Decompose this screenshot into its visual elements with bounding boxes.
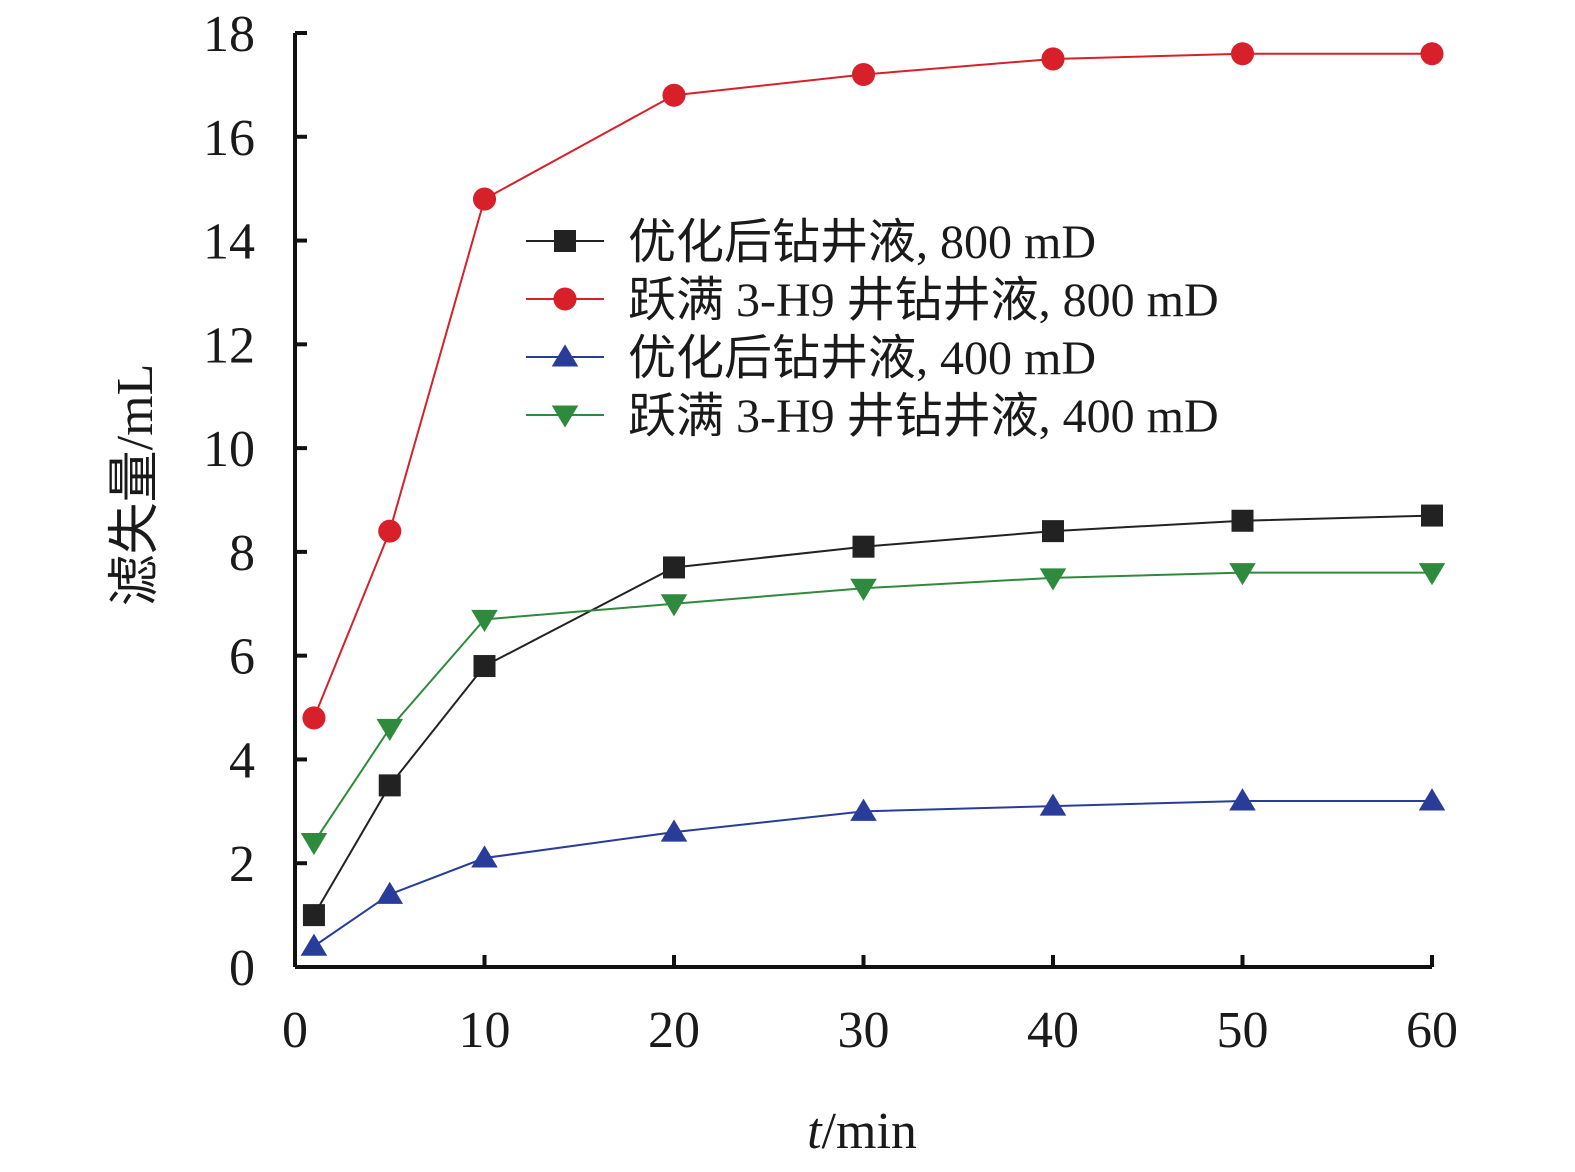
series-line: [313, 799, 1432, 948]
y-tick-label: 8: [229, 525, 255, 582]
data-point: [852, 535, 875, 558]
data-point: [471, 609, 498, 632]
x-tick-label: 20: [648, 1002, 700, 1059]
y-tick-label: 4: [229, 732, 255, 789]
x-axis-label-unit: /min: [822, 1103, 917, 1160]
data-point: [302, 706, 326, 730]
data-point: [660, 819, 688, 842]
y-tick-label: 6: [229, 629, 255, 686]
x-tick-label: 40: [1027, 1002, 1079, 1059]
data-point: [1420, 42, 1444, 66]
y-tick-label: 10: [203, 421, 255, 478]
x-tick-label: 60: [1406, 1002, 1458, 1059]
data-point: [1229, 563, 1256, 586]
legend-marker: [553, 287, 577, 311]
axes: 0 2 4 6 8 10 12 14 16 18 0 10 20 30 40 50 60: [203, 6, 1458, 1059]
data-point: [376, 718, 404, 741]
data-point: [850, 578, 877, 601]
data-point: [1418, 788, 1446, 811]
legend-marker: [554, 230, 576, 252]
data-point: [378, 774, 401, 797]
legend-item-4: 跃满 3-H9 井钻井液, 400 mD: [526, 390, 1219, 443]
axis-labels: 滤失量/mL t/min: [107, 364, 917, 1160]
series-3: [300, 788, 1446, 956]
series-4: [300, 563, 1446, 856]
x-axis-label: t/min: [807, 1103, 917, 1160]
data-point: [472, 187, 497, 211]
series-1: [302, 504, 1443, 927]
data-point: [1421, 504, 1443, 527]
legend-label: 优化后钻井液, 400 mD: [628, 332, 1096, 385]
data-point: [1039, 793, 1067, 816]
legend-marker: [551, 405, 579, 428]
data-point: [663, 556, 685, 579]
data-point: [473, 655, 496, 678]
data-point: [1039, 568, 1067, 591]
y-tick-label: 16: [203, 110, 255, 167]
data-point: [1042, 520, 1064, 543]
legend-label: 跃满 3-H9 井钻井液, 800 mD: [628, 274, 1219, 327]
data-point: [662, 83, 686, 107]
legend-marker: [551, 344, 579, 367]
data-point: [300, 933, 328, 956]
series-line: [313, 571, 1432, 844]
y-tick-label: 0: [229, 940, 255, 997]
data-point: [850, 798, 877, 821]
data-point: [660, 594, 688, 617]
series-line: [313, 514, 1433, 916]
data-point: [851, 62, 876, 87]
y-tick-label: 18: [203, 6, 255, 63]
data-point: [378, 519, 402, 543]
legend-item-1: 优化后钻井液, 800 mD: [526, 216, 1096, 269]
data-point: [471, 845, 498, 868]
y-tick-label: 2: [229, 836, 255, 893]
data-point: [1231, 509, 1254, 532]
data-point: [1041, 47, 1065, 71]
y-axis-label: 滤失量/mL: [107, 364, 164, 607]
series-line: [313, 52, 1432, 719]
data-point: [1229, 788, 1256, 811]
y-tick-label: 12: [203, 317, 255, 374]
data-point: [1230, 42, 1255, 66]
series-2: [302, 42, 1444, 730]
legend-item-3: 优化后钻井液, 400 mD: [526, 332, 1096, 385]
series-lines: [300, 42, 1446, 956]
data-point: [300, 832, 328, 856]
data-point: [376, 881, 404, 904]
x-tick-label: 0: [282, 1002, 308, 1059]
x-axis-label-variable: t: [807, 1103, 823, 1160]
legend-item-2: 跃满 3-H9 井钻井液, 800 mD: [526, 274, 1219, 327]
legend-label: 跃满 3-H9 井钻井液, 400 mD: [628, 390, 1219, 443]
data-point: [302, 904, 325, 927]
y-tick-label: 14: [203, 214, 255, 271]
x-tick-label: 30: [838, 1002, 890, 1059]
legend-label: 优化后钻井液, 800 mD: [628, 216, 1096, 269]
data-point: [1418, 563, 1446, 586]
x-tick-label: 50: [1217, 1002, 1269, 1059]
x-tick-label: 10: [459, 1002, 511, 1059]
